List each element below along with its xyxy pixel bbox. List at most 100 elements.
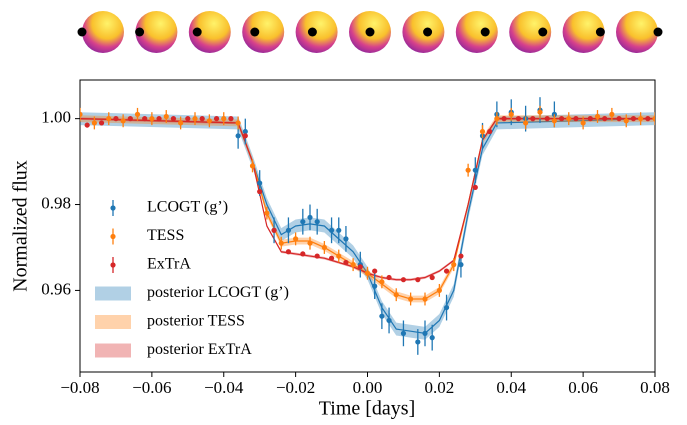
data-point <box>321 244 327 251</box>
data-point <box>429 274 435 281</box>
data-point <box>185 116 191 122</box>
legend-label: TESS <box>147 227 184 244</box>
x-tick-label: −0.04 <box>204 378 244 397</box>
data-point <box>372 268 378 274</box>
data-point <box>530 116 536 122</box>
data-point <box>142 116 148 122</box>
legend-swatch <box>110 233 116 240</box>
data-point <box>336 253 342 259</box>
x-tick-label: −0.06 <box>132 378 171 397</box>
data-point <box>257 189 263 195</box>
x-tick-label: 0.00 <box>353 378 383 397</box>
data-point <box>393 292 399 298</box>
x-tick-label: 0.06 <box>568 378 598 397</box>
data-point <box>523 120 529 126</box>
planet-disk <box>455 11 498 53</box>
data-point <box>638 116 644 122</box>
data-point <box>328 255 335 261</box>
data-point <box>515 116 522 122</box>
data-point <box>98 120 105 126</box>
data-point <box>465 167 471 173</box>
data-point <box>199 116 205 122</box>
x-axis-label: Time [days] <box>319 398 415 420</box>
data-point <box>278 240 284 246</box>
x-tick-label: −0.02 <box>276 378 315 397</box>
planet-disk <box>135 11 178 53</box>
data-point <box>501 116 507 122</box>
planet-dot <box>135 27 145 37</box>
data-point <box>314 253 320 259</box>
x-tick-label: 0.04 <box>496 378 526 397</box>
planet-disk <box>509 11 552 53</box>
data-point <box>192 116 198 122</box>
data-point <box>400 330 407 336</box>
data-point <box>386 317 392 324</box>
y-axis-label: Normalized flux <box>10 160 32 292</box>
data-point <box>415 339 421 345</box>
planet-dot <box>307 27 317 37</box>
data-point <box>379 313 385 319</box>
data-point <box>307 240 313 246</box>
data-point <box>257 180 263 186</box>
planet-disk <box>242 11 285 53</box>
data-point <box>235 133 241 139</box>
y-tick-label: 0.96 <box>41 279 71 298</box>
data-point <box>134 111 141 117</box>
data-point <box>551 118 557 124</box>
x-tick-label: 0.08 <box>640 378 670 397</box>
data-point <box>285 227 292 233</box>
data-point <box>443 304 450 311</box>
data-point <box>422 330 428 336</box>
data-point <box>206 118 212 124</box>
data-point <box>328 227 335 233</box>
legend-swatch <box>95 315 131 329</box>
data-point <box>357 264 363 270</box>
data-point <box>573 116 579 122</box>
data-point <box>408 296 414 302</box>
data-point <box>494 116 500 122</box>
data-point <box>242 133 248 139</box>
data-point <box>400 277 407 283</box>
data-point <box>652 116 655 122</box>
data-point <box>379 279 385 285</box>
data-point <box>293 236 299 242</box>
data-point <box>80 111 83 117</box>
y-tick-label: 0.98 <box>41 193 71 212</box>
data-point <box>458 253 464 259</box>
data-point <box>623 118 629 124</box>
data-point <box>386 274 392 281</box>
data-point <box>307 214 313 221</box>
data-point <box>264 210 270 216</box>
data-point <box>228 116 234 122</box>
data-point <box>609 111 615 117</box>
data-point <box>472 184 478 190</box>
data-point <box>163 113 169 120</box>
data-point <box>472 167 478 173</box>
y-tick-label: 1.00 <box>41 108 71 127</box>
data-point <box>544 116 550 122</box>
data-point <box>508 111 514 117</box>
legend-label: posterior TESS <box>147 313 245 330</box>
data-point <box>630 116 637 122</box>
posterior-band <box>80 112 655 340</box>
data-point <box>170 116 177 122</box>
data-point <box>487 128 493 135</box>
data-point <box>537 109 543 115</box>
data-point <box>364 270 371 276</box>
planet-disk <box>616 11 658 53</box>
planet-dot <box>423 27 433 37</box>
data-point <box>558 116 565 122</box>
legend-label: ExTrA <box>147 256 191 273</box>
legend-swatch <box>110 262 116 268</box>
data-point <box>580 120 586 126</box>
data-point <box>113 116 119 122</box>
planet-dot <box>480 27 490 37</box>
planet-dot <box>250 27 260 37</box>
data-point <box>178 120 184 126</box>
data-point <box>84 122 90 128</box>
data-point <box>271 227 277 233</box>
x-tick-label: 0.02 <box>425 378 455 397</box>
planet-dot <box>77 27 87 37</box>
data-point <box>343 236 349 242</box>
